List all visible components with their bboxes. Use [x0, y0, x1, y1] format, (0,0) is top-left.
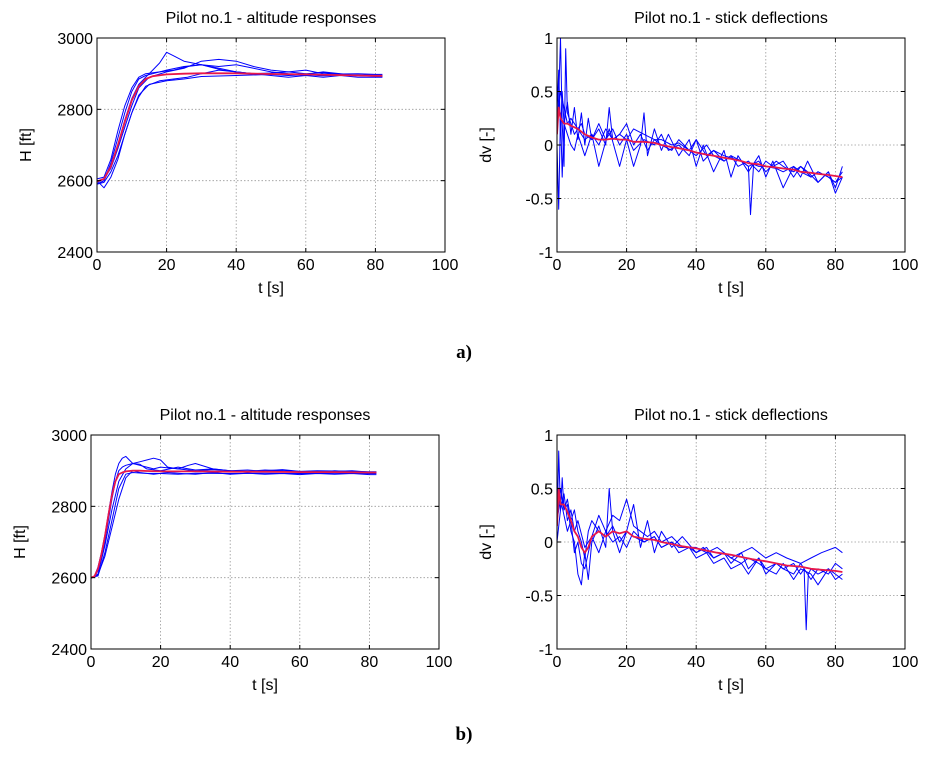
- x-tick-label: 0: [553, 654, 562, 671]
- mean-line: [97, 72, 383, 183]
- chart-a-stick: 0 20 40 60 80 100 -1 -0.5 0 0.5 1 Pilot no.1 - stic…: [478, 10, 918, 297]
- y-tick-label: 0: [544, 535, 553, 552]
- y-tick-label: 0: [544, 138, 553, 155]
- y-tick-label: 3000: [51, 428, 87, 445]
- x-axis-label: t [s]: [718, 280, 744, 297]
- y-tick-label: 0.5: [531, 482, 553, 499]
- series-group: [91, 455, 377, 579]
- x-tick-label: 20: [158, 257, 176, 274]
- chart-title: Pilot no.1 - stick deflections: [634, 10, 828, 27]
- axes-box: [90, 434, 440, 650]
- y-tick-label: -0.5: [525, 192, 553, 209]
- mean-line: [557, 487, 843, 573]
- y-axis-label: H [ft]: [18, 128, 35, 162]
- chart-b-stick: 0 20 40 60 80 100 -1 -0.5 0 0.5 1 Pilot no.1 - stic…: [478, 407, 918, 694]
- y-tick-label: -1: [539, 245, 553, 262]
- x-tick-label: 40: [221, 654, 239, 671]
- x-tick-label: 40: [687, 654, 705, 671]
- mean-line: [557, 106, 843, 178]
- chart-b-altitude: 0 20 40 60 80 100 2400 2600 2800 3000 Pilot no.1 -…: [12, 407, 452, 694]
- y-tick-label: 0.5: [531, 85, 553, 102]
- x-tick-label: 60: [757, 654, 775, 671]
- y-tick-label: -1: [539, 642, 553, 659]
- y-axis-label: dv [-]: [478, 127, 495, 163]
- y-tick-label: 2800: [57, 102, 93, 119]
- chart-title: Pilot no.1 - altitude responses: [160, 407, 371, 424]
- chart-title: Pilot no.1 - stick deflections: [634, 407, 828, 424]
- chart-title: Pilot no.1 - altitude responses: [166, 10, 377, 27]
- x-tick-label: 40: [687, 257, 705, 274]
- y-tick-label: 1: [544, 428, 553, 445]
- x-tick-label: 100: [432, 257, 459, 274]
- x-tick-label: 80: [827, 654, 845, 671]
- series-group: [557, 450, 843, 631]
- y-tick-label: 2400: [57, 245, 93, 262]
- y-tick-label: 2800: [51, 499, 87, 516]
- x-tick-label: 80: [367, 257, 385, 274]
- x-tick-label: 100: [426, 654, 453, 671]
- x-tick-label: 100: [892, 654, 919, 671]
- y-tick-label: 3000: [57, 31, 93, 48]
- x-tick-label: 40: [227, 257, 245, 274]
- x-tick-label: 0: [553, 257, 562, 274]
- run-line-3: [557, 493, 843, 564]
- axes-box: [96, 37, 446, 253]
- x-axis-label: t [s]: [252, 677, 278, 694]
- run-line-4: [557, 498, 843, 586]
- x-tick-label: 100: [892, 257, 919, 274]
- run-line-5: [97, 64, 383, 180]
- y-tick-label: 2400: [51, 642, 87, 659]
- plot-area: [557, 38, 905, 252]
- y-tick-label: 2600: [51, 571, 87, 588]
- x-tick-label: 20: [152, 654, 170, 671]
- x-tick-label: 20: [618, 257, 636, 274]
- y-tick-label: 1: [544, 31, 553, 48]
- run-line-5: [91, 470, 377, 579]
- x-tick-label: 60: [297, 257, 315, 274]
- y-axis-label: dv [-]: [478, 524, 495, 560]
- x-tick-label: 20: [618, 654, 636, 671]
- x-tick-label: 80: [827, 257, 845, 274]
- x-axis-label: t [s]: [258, 280, 284, 297]
- series-group: [557, 38, 843, 216]
- x-tick-label: 0: [93, 257, 102, 274]
- panel-label-a: a): [456, 342, 472, 363]
- x-tick-label: 0: [87, 654, 96, 671]
- run-line-3: [557, 69, 843, 194]
- y-tick-label: 2600: [57, 174, 93, 191]
- y-axis-label: H [ft]: [12, 525, 29, 559]
- x-tick-label: 60: [291, 654, 309, 671]
- x-axis-label: t [s]: [718, 677, 744, 694]
- y-tick-label: -0.5: [525, 589, 553, 606]
- x-tick-label: 80: [361, 654, 379, 671]
- mean-line: [91, 469, 377, 579]
- run-line-1: [557, 38, 843, 216]
- plot-area: [557, 435, 905, 649]
- x-tick-label: 60: [757, 257, 775, 274]
- chart-a-altitude: 0 20 40 60 80 100 2400 2600 2800 3000 Pilot no.1 -…: [18, 10, 458, 297]
- panel-label-b: b): [456, 724, 473, 745]
- series-group: [97, 51, 383, 189]
